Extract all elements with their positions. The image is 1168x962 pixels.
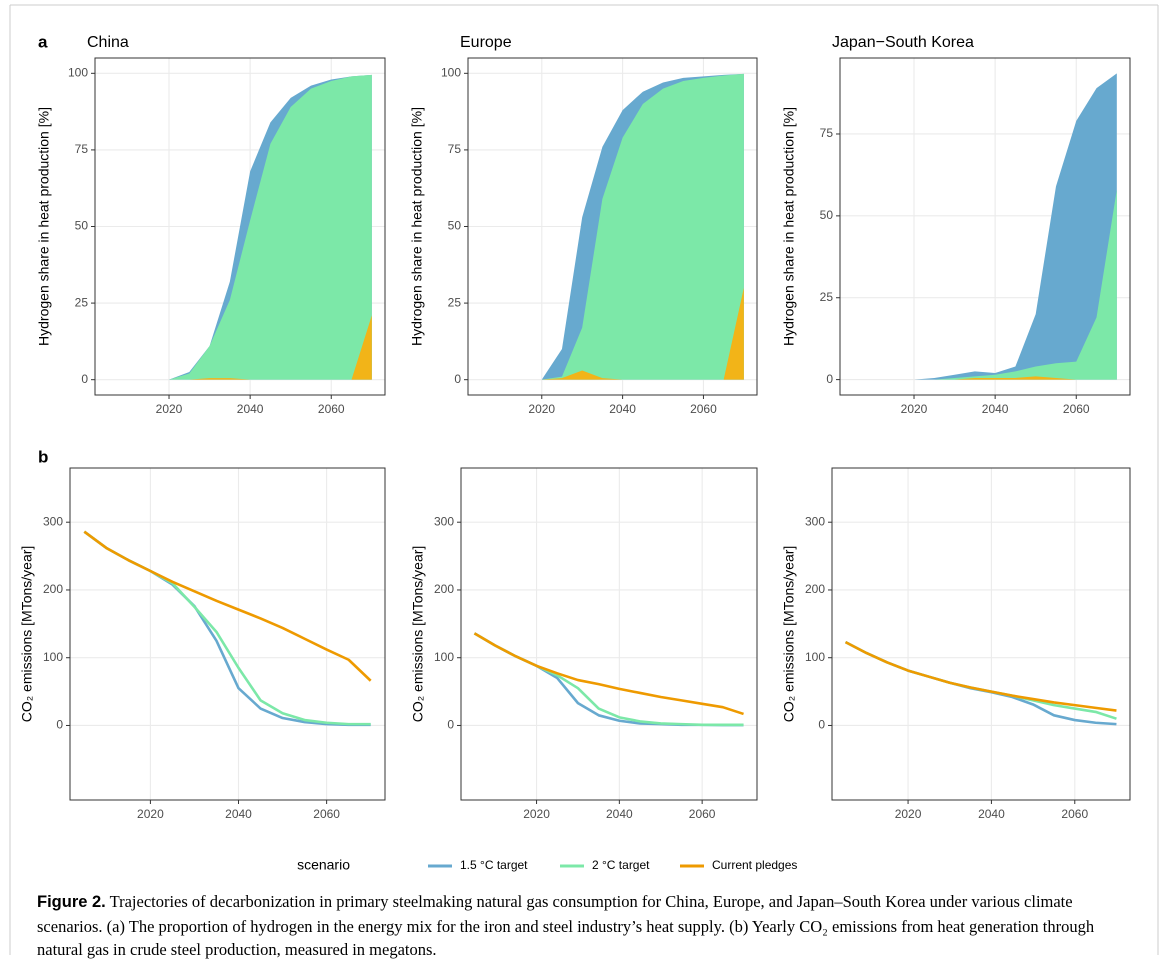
- y-axis-label: CO₂ emissions [MTons/year]: [781, 546, 797, 723]
- y-tick-label: 25: [75, 295, 89, 309]
- y-axis-label: Hydrogen share in heat production [%]: [36, 107, 52, 346]
- y-tick-label: 75: [448, 142, 462, 156]
- x-tick-label: 2020: [156, 402, 183, 416]
- x-tick-label: 2020: [523, 807, 550, 821]
- y-tick-label: 25: [448, 295, 462, 309]
- y-tick-label: 100: [441, 65, 461, 79]
- x-tick-label: 2060: [1063, 402, 1090, 416]
- legend-label: Current pledges: [712, 858, 797, 872]
- y-tick-label: 50: [448, 219, 462, 233]
- legend-title: scenario: [297, 857, 350, 873]
- line: [844, 640, 1117, 712]
- y-tick-label: 0: [447, 718, 454, 732]
- panel-background: [832, 468, 1130, 800]
- panel-frame: [831, 467, 1131, 801]
- panel-frame: [460, 467, 758, 801]
- y-tick-label: 100: [43, 650, 63, 664]
- area: [541, 73, 744, 380]
- y-tick-label: 0: [826, 372, 833, 386]
- y-axis-label: CO₂ emissions [MTons/year]: [19, 546, 35, 723]
- x-tick-label: 2040: [225, 807, 252, 821]
- x-tick-label: 2040: [237, 402, 264, 416]
- area: [914, 376, 1117, 380]
- x-tick-label: 2040: [609, 402, 636, 416]
- y-tick-label: 200: [434, 582, 454, 596]
- area: [914, 73, 1117, 380]
- y-tick-label: 100: [805, 650, 825, 664]
- y-axis-label: Hydrogen share in heat production [%]: [409, 107, 425, 346]
- x-tick-label: 2020: [137, 807, 164, 821]
- y-tick-label: 200: [43, 582, 63, 596]
- y-tick-label: 0: [56, 718, 63, 732]
- y-tick-label: 75: [75, 142, 89, 156]
- area: [914, 189, 1117, 380]
- y-axis-label: Hydrogen share in heat production [%]: [781, 107, 797, 346]
- panel-title: China: [87, 34, 129, 51]
- legend-label: 2 °C target: [592, 858, 650, 872]
- panel-background: [70, 468, 385, 800]
- caption-label: Figure 2.: [37, 893, 106, 911]
- y-tick-label: 50: [75, 219, 89, 233]
- area: [169, 74, 372, 380]
- y-tick-label: 100: [434, 650, 454, 664]
- y-tick-label: 300: [805, 514, 825, 528]
- legend-label: 1.5 °C target: [460, 858, 528, 872]
- y-tick-label: 50: [820, 208, 834, 222]
- y-tick-label: 25: [820, 290, 834, 304]
- line: [473, 632, 744, 716]
- panel-background: [461, 468, 757, 800]
- x-tick-label: 2060: [313, 807, 340, 821]
- panel-label: b: [38, 447, 48, 466]
- y-tick-label: 100: [68, 65, 88, 79]
- y-axis-label: CO₂ emissions [MTons/year]: [410, 546, 426, 723]
- x-tick-label: 2060: [689, 807, 716, 821]
- x-tick-label: 2040: [982, 402, 1009, 416]
- panel-title: Japan−South Korea: [832, 34, 974, 51]
- x-tick-label: 2020: [901, 402, 928, 416]
- y-tick-label: 300: [434, 514, 454, 528]
- y-tick-label: 75: [820, 126, 834, 140]
- x-tick-label: 2040: [978, 807, 1005, 821]
- x-tick-label: 2020: [528, 402, 555, 416]
- panel-frame: [69, 467, 386, 801]
- y-tick-label: 300: [43, 514, 63, 528]
- line: [83, 530, 372, 682]
- x-tick-label: 2060: [1061, 807, 1088, 821]
- x-tick-label: 2020: [895, 807, 922, 821]
- x-tick-label: 2040: [606, 807, 633, 821]
- panel-frame: [839, 57, 1131, 396]
- y-tick-label: 200: [805, 582, 825, 596]
- panel-label: a: [38, 32, 48, 51]
- caption: Figure 2. Trajectories of decarbonizatio…: [37, 890, 1132, 962]
- y-tick-label: 0: [818, 718, 825, 732]
- x-tick-label: 2060: [690, 402, 717, 416]
- y-tick-label: 0: [81, 372, 88, 386]
- y-tick-label: 0: [454, 372, 461, 386]
- x-tick-label: 2060: [318, 402, 345, 416]
- caption-text: Trajectories of decarbonization in prima…: [37, 892, 1095, 959]
- panel-title: Europe: [460, 34, 512, 51]
